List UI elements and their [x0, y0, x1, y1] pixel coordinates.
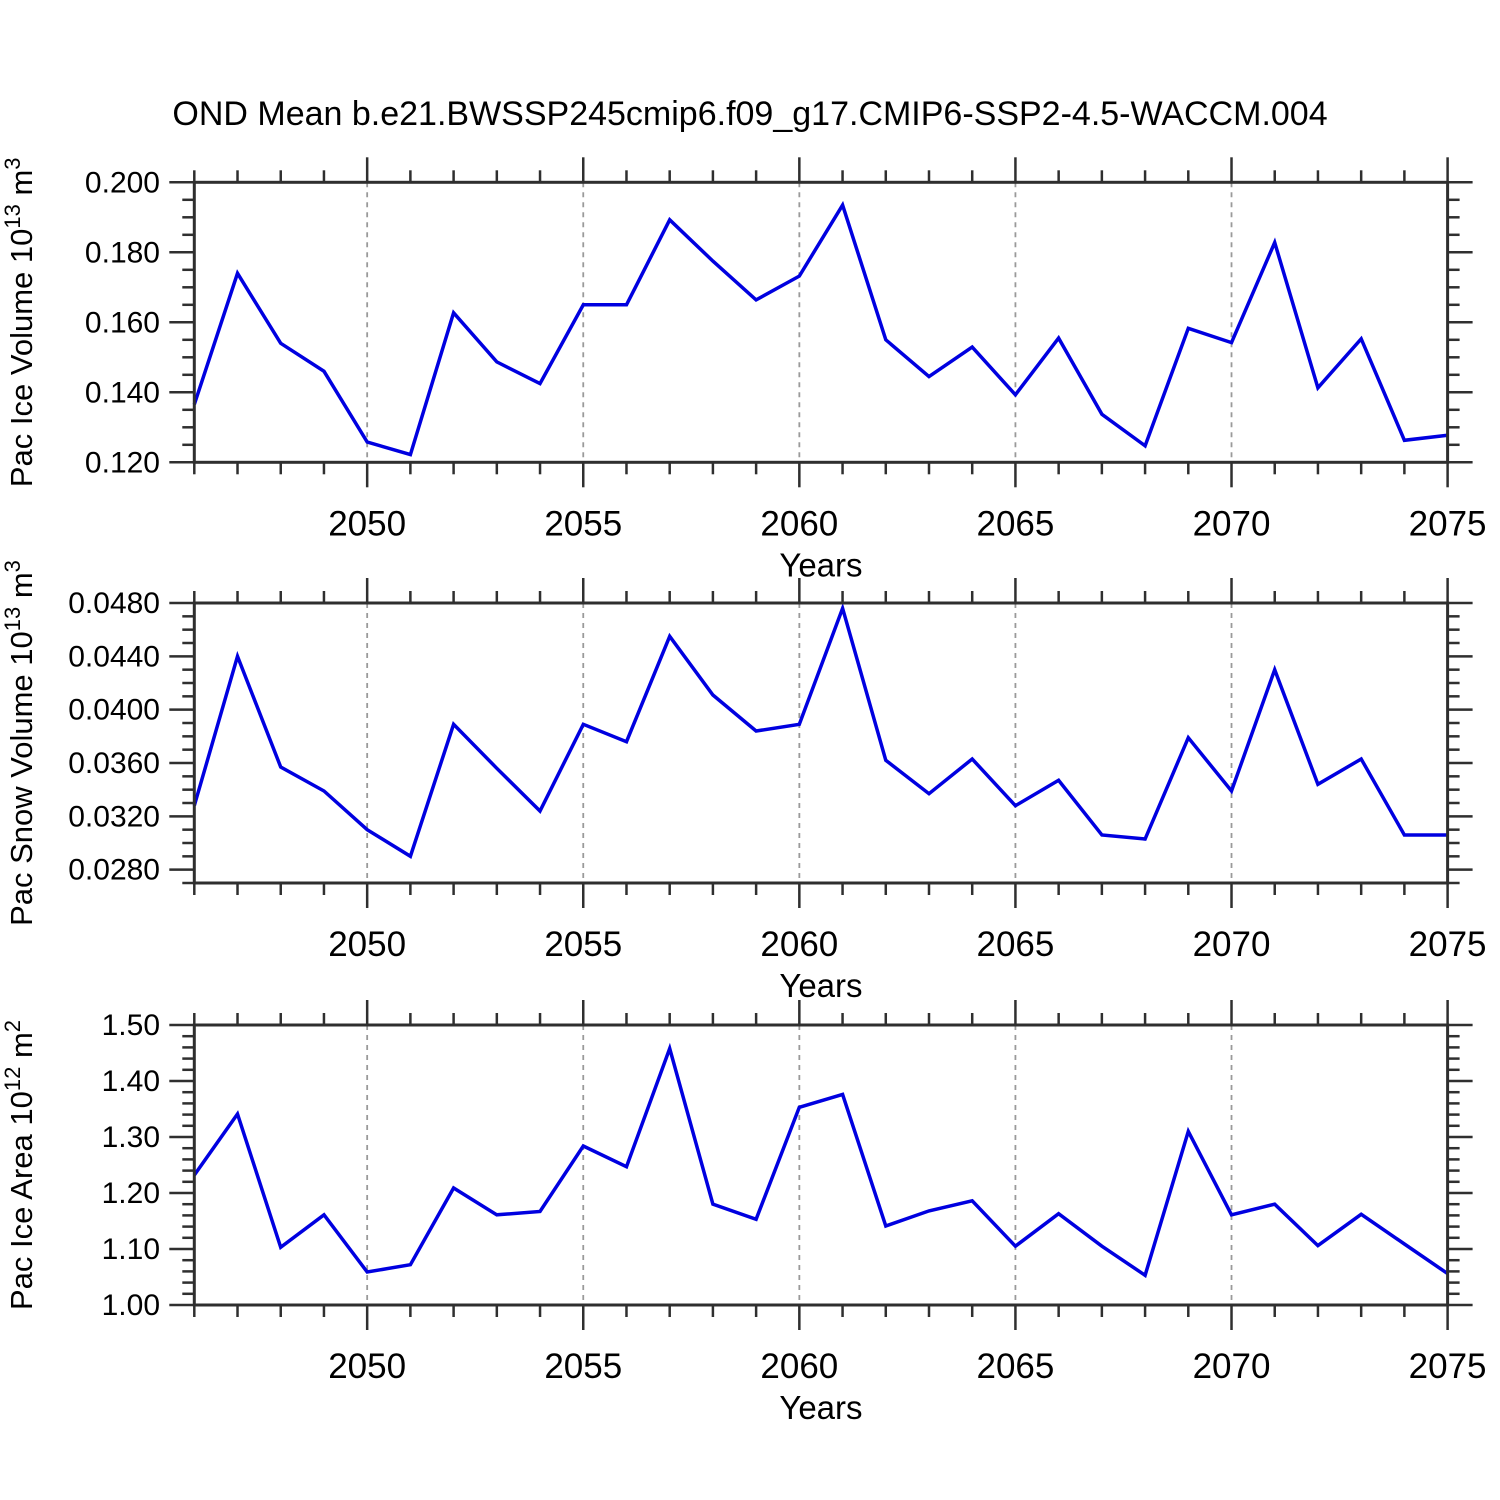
x-tick-label: 2065: [976, 1347, 1054, 1386]
y-tick-label: 1.10: [102, 1233, 160, 1266]
x-tick-label: 2050: [328, 925, 406, 964]
y-tick-label: 1.00: [102, 1289, 160, 1322]
y-tick-label: 0.180: [85, 236, 160, 269]
y-tick-label: 0.0480: [68, 587, 160, 620]
y-tick-label: 0.0280: [68, 854, 160, 887]
x-tick-label: 2065: [976, 925, 1054, 964]
y-axis-title: Pac Ice Volume 1013 m3: [0, 157, 39, 487]
y-tick-label: 0.0440: [68, 640, 160, 673]
series-line: [192, 602, 1448, 859]
y-tick-label: 0.0360: [68, 747, 160, 780]
panel-border: [192, 1023, 1450, 1307]
x-tick-label: 2070: [1193, 1347, 1271, 1386]
x-tick-label: 2050: [328, 504, 406, 543]
x-axis-title: Years: [779, 967, 862, 1004]
x-tick-label: 2060: [760, 504, 838, 543]
x-tick-label: 2075: [1409, 925, 1487, 964]
panel-pac-snow-volume: 0.0280 0.0320 0.0360 0.0400 0.0440 0.0480 2050…: [0, 560, 1487, 1004]
x-tick-label: 2075: [1409, 1347, 1487, 1386]
series-line: [192, 1042, 1449, 1279]
x-tick-label: 2055: [544, 504, 622, 543]
x-tick-label: 2070: [1193, 504, 1271, 543]
x-tick-label: 2060: [760, 925, 838, 964]
x-tick-label: 2065: [976, 504, 1054, 543]
y-tick-label: 0.160: [85, 306, 160, 339]
y-tick-label: 0.120: [85, 446, 160, 479]
chart-title: OND Mean b.e21.BWSSP245cmip6.f09_g17.CMI…: [172, 95, 1327, 133]
y-tick-label: 1.40: [102, 1065, 160, 1098]
series-line: [192, 200, 1448, 457]
y-tick-label: 0.200: [85, 166, 160, 199]
y-tick-label: 0.0400: [68, 694, 160, 727]
panel-pac-ice-area: 1.00 1.10 1.20 1.30 1.40 1.50 2050 2055 2060 2065…: [0, 1000, 1487, 1426]
panel-border: [192, 180, 1450, 464]
x-axis-title: Years: [779, 546, 862, 583]
x-axis-title: Years: [779, 1389, 862, 1426]
panel-border: [192, 601, 1450, 885]
y-tick-label: 1.30: [102, 1121, 160, 1154]
y-tick-label: 0.0320: [68, 800, 160, 833]
x-tick-label: 2055: [544, 1347, 622, 1386]
x-tick-label: 2060: [760, 1347, 838, 1386]
x-tick-label: 2070: [1193, 925, 1271, 964]
chart-panels: 0.120 0.140 0.160 0.180 0.200 2050 2055 2060 206…: [0, 157, 1487, 1426]
x-tick-label: 2055: [544, 925, 622, 964]
y-tick-label: 1.20: [102, 1177, 160, 1210]
x-tick-label: 2050: [328, 1347, 406, 1386]
y-axis-title: Pac Ice Area 1012 m2: [0, 1020, 39, 1310]
y-tick-label: 1.50: [102, 1009, 160, 1042]
panel-pac-ice-volume: 0.120 0.140 0.160 0.180 0.200 2050 2055 2060 206…: [0, 157, 1487, 583]
y-axis-title: Pac Snow Volume 1013 m3: [0, 560, 39, 926]
x-tick-label: 2075: [1409, 504, 1487, 543]
y-tick-label: 0.140: [85, 376, 160, 409]
